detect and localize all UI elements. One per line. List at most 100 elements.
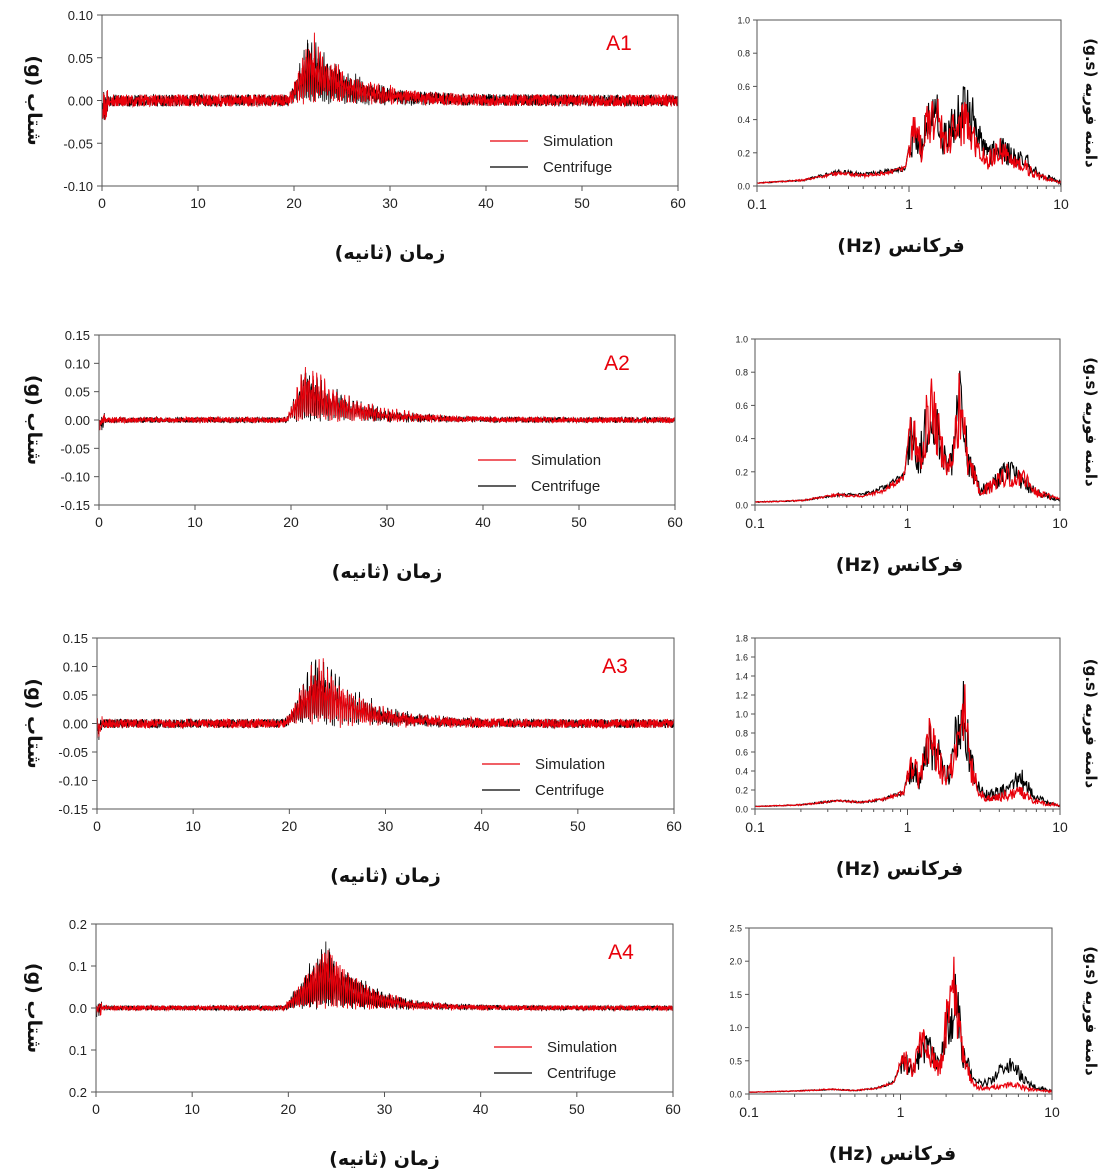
- x-tick-label: 10: [185, 818, 201, 834]
- x-tick-label: 30: [379, 514, 395, 530]
- x-tick-label: 40: [478, 195, 494, 211]
- y-tick-label: 1.0: [737, 16, 750, 26]
- x-tick-label: 50: [571, 514, 587, 530]
- legend: Simulation Centrifuge: [478, 452, 601, 495]
- y-tick-label: 0.1: [69, 1043, 87, 1058]
- y-tick-label: 0.4: [735, 434, 748, 444]
- x-axis-title: زمان (ثانیه): [335, 242, 446, 264]
- legend-centrifuge-label: Centrifuge: [535, 782, 604, 799]
- y-tick-label: 1.0: [735, 710, 748, 720]
- y-tick-label: 1.5: [729, 990, 742, 1000]
- y-tick-label: 0.15: [63, 631, 88, 646]
- legend-simulation-label: Simulation: [531, 452, 601, 469]
- x-tick-label: 60: [667, 514, 683, 530]
- x-tick-label: 50: [570, 818, 586, 834]
- simulation-trace: [97, 658, 674, 739]
- y-tick-label: 0.5: [729, 1056, 742, 1066]
- simulation-spectrum: [757, 98, 1061, 184]
- y-tick-label: 0.6: [735, 748, 748, 758]
- legend-simulation-label: Simulation: [543, 133, 613, 150]
- y-tick-label: 0.10: [68, 8, 93, 23]
- x-axis-title: فرکانس (Hz): [829, 1143, 956, 1165]
- y-tick-label: 0.2: [69, 1085, 87, 1100]
- legend-centrifuge-label: Centrifuge: [543, 159, 612, 176]
- y-axis-title: دامنه فوریه (g.s): [1082, 38, 1100, 168]
- x-tick-label: 50: [569, 1101, 585, 1117]
- y-tick-label: 1.6: [735, 653, 748, 663]
- panel-label: A4: [608, 941, 634, 964]
- simulation-spectrum: [755, 373, 1060, 503]
- x-tick-label: 0.1: [745, 515, 765, 531]
- panel-label: A3: [602, 655, 628, 678]
- x-tick-label: 10: [190, 195, 206, 211]
- y-tick-label: 0.8: [735, 368, 748, 378]
- x-tick-label: 30: [377, 1101, 393, 1117]
- x-tick-label: 10: [1052, 515, 1068, 531]
- x-tick-label: 10: [1044, 1104, 1060, 1120]
- x-tick-label: 0.1: [739, 1104, 759, 1120]
- x-tick-label: 40: [473, 1101, 489, 1117]
- y-tick-label: 0.0: [737, 182, 750, 192]
- y-tick-label: 0.6: [735, 401, 748, 411]
- fourier-chart-A3-fourier: 1.8 1.6 1.4 1.2 1.0 0.8 0.6 0.4 0.2 0.0 0.1 1 10 فرکا…: [735, 634, 1100, 881]
- simulation-trace: [99, 366, 675, 431]
- x-tick-label: 0.1: [747, 196, 767, 212]
- x-tick-label: 10: [1053, 196, 1069, 212]
- y-tick-label: 0.2: [735, 467, 748, 477]
- x-tick-label: 1: [904, 819, 912, 835]
- y-tick-label: 0.00: [63, 717, 88, 732]
- y-axis-title: دامنه فوریه (g.s): [1082, 357, 1100, 487]
- accel-chart-A1: 0.10 0.05 0.00 -0.05 -0.10 0 10 20 30 40 50 60 A1 Sim…: [23, 8, 686, 264]
- x-tick-label: 20: [281, 1101, 297, 1117]
- x-tick-label: 60: [665, 1101, 681, 1117]
- y-tick-label: -0.05: [58, 745, 88, 760]
- x-tick-label: 20: [283, 514, 299, 530]
- x-axis-title: زمان (ثانیه): [330, 865, 441, 887]
- centrifuge-spectrum: [749, 973, 1052, 1094]
- legend: Simulation Centrifuge: [490, 133, 613, 176]
- legend-simulation-label: Simulation: [535, 756, 605, 773]
- y-tick-label: 0.4: [735, 767, 748, 777]
- centrifuge-spectrum: [757, 86, 1061, 186]
- legend: Simulation Centrifuge: [494, 1039, 617, 1082]
- x-axis-title: زمان (ثانیه): [332, 561, 443, 583]
- simulation-spectrum: [755, 684, 1060, 808]
- accel-chart-A4: 0.2 0.1 0.0 0.1 0.2 0 10 20 30 40 50 60 A4 Simulation…: [23, 917, 681, 1169]
- panel-label: A1: [606, 32, 632, 55]
- x-tick-label: 10: [184, 1101, 200, 1117]
- y-tick-label: 0.00: [65, 413, 90, 428]
- x-tick-label: 10: [187, 514, 203, 530]
- y-tick-label: 0.10: [65, 356, 90, 371]
- x-tick-label: 0: [92, 1101, 100, 1117]
- simulation-trace: [96, 950, 673, 1016]
- x-tick-label: 1: [904, 515, 912, 531]
- y-tick-label: 0.1: [69, 959, 87, 974]
- plot-area: [97, 658, 674, 740]
- centrifuge-spectrum: [755, 681, 1060, 808]
- y-tick-label: 1.8: [735, 634, 748, 644]
- x-tick-label: 0: [98, 195, 106, 211]
- legend: Simulation Centrifuge: [482, 756, 605, 799]
- y-tick-label: 1.2: [735, 691, 748, 701]
- y-tick-label: 0.0: [735, 805, 748, 815]
- y-axis-title: دامنه فوریه (g.s): [1082, 946, 1100, 1076]
- legend-centrifuge-label: Centrifuge: [547, 1065, 616, 1082]
- x-tick-label: 1: [905, 196, 913, 212]
- y-tick-label: 0.15: [65, 328, 90, 343]
- x-tick-label: 0.1: [745, 819, 765, 835]
- x-tick-label: 0: [93, 818, 101, 834]
- y-tick-label: 0.2: [69, 917, 87, 932]
- y-tick-label: 1.4: [735, 672, 748, 682]
- y-tick-label: -0.10: [60, 470, 90, 485]
- fourier-chart-A2-fourier: 1.0 0.8 0.6 0.4 0.2 0.0 0.1 1 10 فرکانس (Hz) دامنه…: [735, 335, 1100, 577]
- y-tick-label: 0.2: [735, 786, 748, 796]
- y-tick-label: 0.05: [63, 688, 88, 703]
- plot-area: [99, 366, 675, 431]
- fourier-chart-A4-fourier: 2.5 2.0 1.5 1.0 0.5 0.0 0.1 1 10 فرکانس (Hz) دامنه…: [729, 924, 1100, 1166]
- panel-label: A2: [604, 352, 630, 375]
- x-tick-label: 20: [286, 195, 302, 211]
- legend-centrifuge-label: Centrifuge: [531, 478, 600, 495]
- accel-chart-A2: 0.15 0.10 0.05 0.00 -0.05 -0.10 -0.15 0 10 20 30 40…: [23, 328, 683, 583]
- x-tick-label: 30: [382, 195, 398, 211]
